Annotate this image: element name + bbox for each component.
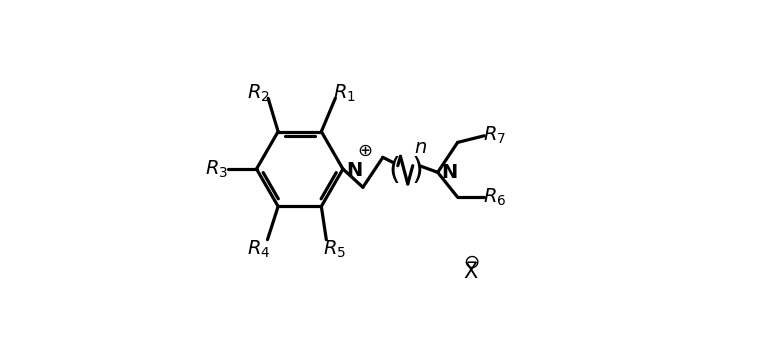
Text: $\oplus$: $\oplus$ [357,142,372,160]
Text: $\ominus$: $\ominus$ [463,252,479,272]
Text: N: N [346,161,362,180]
Text: $R_7$: $R_7$ [483,125,506,146]
Text: N: N [441,163,458,182]
Text: $R_2$: $R_2$ [247,83,270,104]
Text: $R_4$: $R_4$ [248,239,271,260]
Text: (: ( [388,156,401,185]
Text: n: n [414,138,426,157]
Text: $R_6$: $R_6$ [482,187,506,208]
Text: X: X [464,262,478,282]
Text: $R_3$: $R_3$ [205,158,228,180]
Text: ): ) [412,156,424,185]
Text: $R_5$: $R_5$ [323,238,346,260]
Text: $R_1$: $R_1$ [333,83,356,104]
